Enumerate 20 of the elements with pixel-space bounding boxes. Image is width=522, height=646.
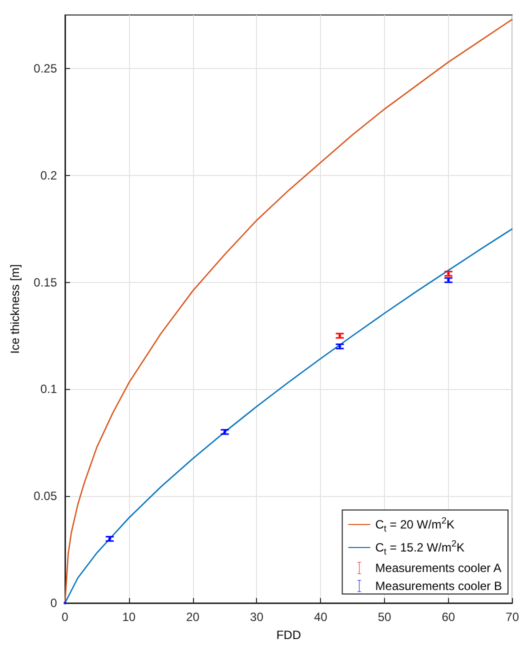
y-tick-label: 0.2 — [40, 168, 58, 182]
line-series — [64, 18, 513, 604]
x-tick-label: 20 — [186, 610, 200, 624]
x-axis-title: FDD — [276, 628, 302, 642]
x-tick-label: 60 — [442, 610, 456, 624]
y-tick-label: 0.25 — [34, 61, 58, 76]
y-axis-title: Ice thickness [m] — [8, 264, 22, 354]
y-tick-label: 0 — [50, 596, 58, 610]
x-tick-label: 40 — [314, 610, 328, 624]
x-tick-label: 0 — [62, 610, 69, 624]
x-tick-label: 50 — [378, 610, 392, 624]
x-tick-label: 70 — [506, 610, 520, 624]
x-tick-label: 30 — [250, 610, 264, 624]
legend-label: Measurements cooler B — [375, 579, 502, 593]
y-tick-label: 0.1 — [40, 382, 58, 396]
y-tick-label: 0.05 — [34, 489, 58, 504]
legend-label: Measurements cooler A — [375, 561, 502, 575]
point — [64, 602, 66, 604]
y-tick-label: 0.15 — [34, 275, 58, 290]
x-tick-label: 10 — [122, 610, 136, 624]
